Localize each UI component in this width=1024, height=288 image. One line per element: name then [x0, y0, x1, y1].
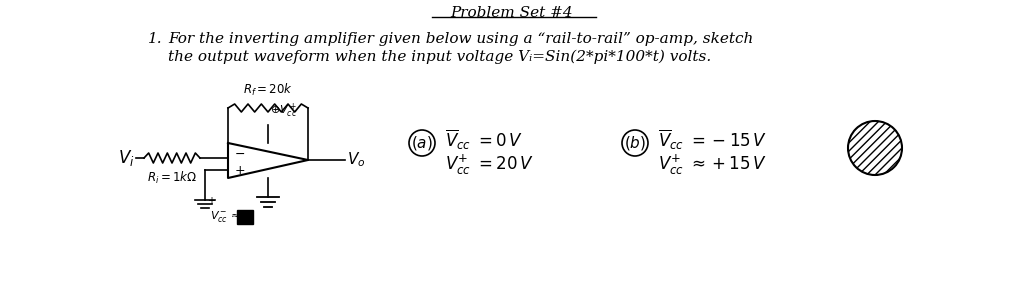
Text: For the inverting amplifier given below using a “rail-to-rail” op-amp, sketch: For the inverting amplifier given below … — [168, 32, 754, 46]
Polygon shape — [237, 210, 253, 224]
Text: $\overline{V}_{cc}\ = -15\,V$: $\overline{V}_{cc}\ = -15\,V$ — [658, 128, 767, 152]
Text: Problem Set #4: Problem Set #4 — [451, 6, 573, 20]
Text: $(b)$: $(b)$ — [624, 134, 646, 152]
Text: $(a)$: $(a)$ — [411, 134, 433, 152]
Text: $V_o$: $V_o$ — [347, 151, 366, 169]
Text: $V_{cc}^{+}\ \approx +15\,V$: $V_{cc}^{+}\ \approx +15\,V$ — [658, 153, 767, 177]
Text: the output waveform when the input voltage Vᵢ=Sin(2*pi*100*t) volts.: the output waveform when the input volta… — [168, 50, 712, 65]
Text: $R_f = 20k$: $R_f = 20k$ — [243, 82, 293, 98]
Circle shape — [848, 121, 902, 175]
Text: $+$: $+$ — [207, 195, 216, 206]
Text: $\oplus V_{cc}^+$: $\oplus V_{cc}^+$ — [270, 102, 297, 120]
Text: $+$: $+$ — [234, 164, 246, 177]
Text: $-$: $-$ — [234, 147, 245, 160]
Text: $R_i= 1k\Omega$: $R_i= 1k\Omega$ — [146, 170, 197, 186]
Text: 1.: 1. — [148, 32, 163, 46]
Text: $\overline{V}_{cc}\ = 0\,V$: $\overline{V}_{cc}\ = 0\,V$ — [445, 128, 523, 152]
Text: $V_i$: $V_i$ — [118, 148, 134, 168]
Text: $V_{cc}^- \approx$: $V_{cc}^- \approx$ — [210, 209, 241, 225]
Text: $V_{cc}^{+}\ = 20\,V$: $V_{cc}^{+}\ = 20\,V$ — [445, 153, 534, 177]
